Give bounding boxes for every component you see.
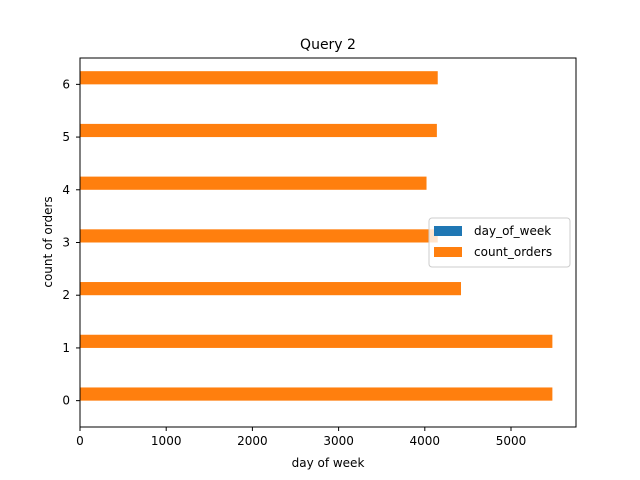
x-ticks: 0 1000 2000 3000 4000 5000 (76, 427, 526, 448)
x-tick-label: 4000 (410, 434, 441, 448)
bar-count-orders-6 (80, 71, 438, 85)
y-ticks: 0 1 2 3 4 5 6 (62, 77, 80, 408)
legend-label-count-orders: count_orders (474, 245, 552, 259)
y-tick-label: 2 (62, 288, 70, 302)
y-tick-label: 6 (62, 77, 70, 91)
bar-count-orders-2 (80, 282, 462, 296)
x-tick-label: 5000 (496, 434, 527, 448)
y-tick-label: 1 (62, 341, 70, 355)
x-tick-label: 3000 (323, 434, 354, 448)
bar-count-orders-4 (80, 176, 427, 190)
legend-label-day-of-week: day_of_week (474, 224, 551, 238)
y-tick-label: 3 (62, 236, 70, 250)
legend-swatch-day-of-week (434, 226, 462, 236)
legend-box (428, 217, 571, 268)
y-tick-label: 4 (62, 183, 70, 197)
x-tick-label: 0 (76, 434, 84, 448)
legend: day_of_week count_orders (428, 217, 571, 268)
bar-count-orders-5 (80, 123, 437, 138)
y-axis-label: count of orders (41, 196, 55, 287)
chart-title: Query 2 (300, 37, 356, 53)
y-tick-label: 5 (62, 130, 70, 144)
legend-swatch-count-orders (434, 247, 462, 257)
y-tick-label: 0 (62, 394, 70, 408)
x-tick-label: 2000 (237, 434, 268, 448)
bar-count-orders-1 (80, 334, 553, 348)
x-axis-label: day of week (292, 456, 365, 470)
bar-count-orders-3 (80, 229, 438, 243)
x-tick-label: 1000 (151, 434, 182, 448)
bars-layer (80, 71, 553, 401)
bar-count-orders-0 (80, 387, 553, 401)
